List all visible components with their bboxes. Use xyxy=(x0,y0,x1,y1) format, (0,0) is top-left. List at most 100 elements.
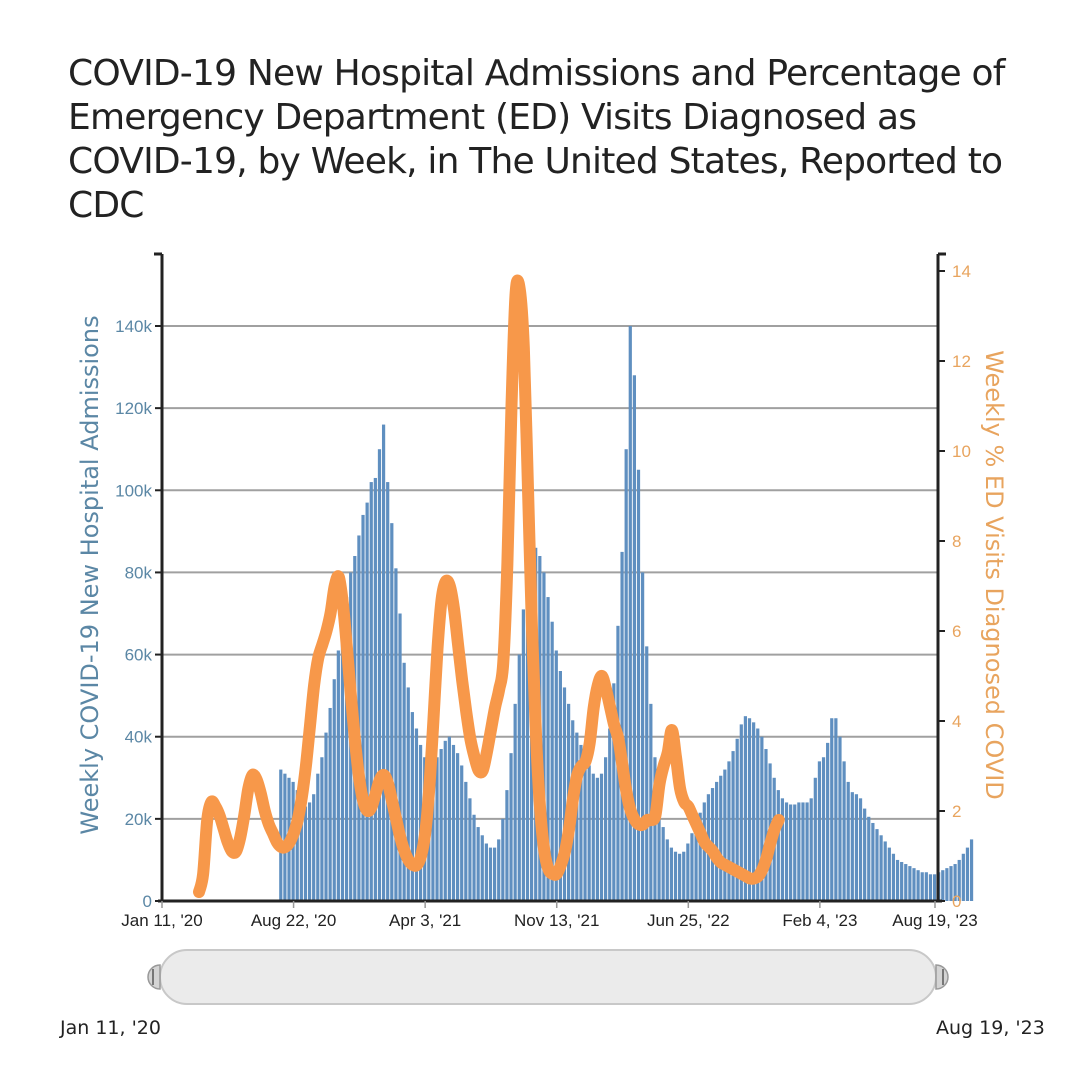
bar xyxy=(776,790,780,901)
bar xyxy=(665,839,669,901)
bar xyxy=(891,853,896,901)
bar xyxy=(344,597,349,901)
bar xyxy=(575,732,579,901)
x-tick-label: Nov 13, '21 xyxy=(514,911,599,930)
bar xyxy=(830,718,834,901)
bar xyxy=(920,872,924,901)
bar xyxy=(842,761,846,901)
bar xyxy=(854,794,859,901)
bar xyxy=(525,576,530,901)
bar xyxy=(295,790,299,901)
bar xyxy=(595,777,599,901)
bar xyxy=(554,650,558,901)
bar xyxy=(328,707,332,901)
left-y-tick-label: 20k xyxy=(125,810,153,829)
bar xyxy=(492,847,497,901)
bar xyxy=(661,827,665,901)
bar xyxy=(883,841,887,901)
bar xyxy=(488,847,493,901)
bar xyxy=(784,802,789,901)
bar xyxy=(583,757,587,901)
bar xyxy=(439,749,443,901)
x-ticks: Jan 11, '20 Aug 22, '20 Apr 3, '21 Nov 13, … xyxy=(121,901,978,930)
bar xyxy=(969,839,974,901)
right-y-tick-label: 6 xyxy=(952,622,961,641)
bar xyxy=(303,806,308,901)
bar xyxy=(756,728,760,901)
x-tick-label: Aug 22, '20 xyxy=(251,911,336,930)
bar xyxy=(743,716,748,901)
bar xyxy=(480,835,484,901)
bar xyxy=(377,449,382,901)
range-start-label: Jan 11, '20 xyxy=(60,1017,161,1039)
bar xyxy=(941,870,945,901)
bar xyxy=(657,798,661,901)
range-handle-right[interactable] xyxy=(935,964,949,990)
bar xyxy=(336,650,340,901)
bar xyxy=(472,814,476,901)
left-y-axis-title: Weekly COVID-19 New Hospital Admissions xyxy=(76,315,104,834)
bar xyxy=(702,802,706,901)
right-y-tick-label: 14 xyxy=(952,262,971,281)
bar xyxy=(464,781,468,901)
bar xyxy=(299,798,303,901)
bar xyxy=(871,822,875,901)
range-selector[interactable] xyxy=(147,949,949,1005)
bar xyxy=(826,742,830,901)
bar xyxy=(604,757,608,901)
bar xyxy=(402,662,406,901)
bar xyxy=(916,870,920,901)
bar xyxy=(612,683,616,901)
bar xyxy=(381,424,386,901)
bar xyxy=(908,866,912,901)
bar xyxy=(443,740,447,901)
bar xyxy=(628,326,632,901)
range-selector-track[interactable] xyxy=(159,949,937,1005)
left-y-tick-label: 60k xyxy=(125,646,153,665)
bar xyxy=(624,449,628,901)
bar xyxy=(961,853,965,901)
left-y-tick-label: 100k xyxy=(115,481,152,500)
bar xyxy=(731,751,735,901)
range-end-label: Aug 19, '23 xyxy=(936,1017,1045,1039)
bar xyxy=(476,827,480,901)
right-y-tick-label: 0 xyxy=(952,892,961,911)
bar xyxy=(780,798,785,901)
bar xyxy=(517,654,521,901)
bar xyxy=(579,744,583,901)
bar xyxy=(632,375,637,901)
right-y-axis-title: Weekly % ED Visits Diagnosed COVID xyxy=(980,350,1008,800)
bar xyxy=(505,790,509,901)
bar xyxy=(875,829,879,901)
bar xyxy=(320,757,324,901)
x-tick-label: Apr 3, '21 xyxy=(389,911,461,930)
bar xyxy=(468,798,472,901)
bar xyxy=(312,794,316,901)
bar xyxy=(645,646,649,901)
bar xyxy=(521,609,525,901)
bar xyxy=(608,728,612,901)
bar xyxy=(431,765,435,901)
right-y-tick-label: 8 xyxy=(952,532,961,551)
right-y-tick-label: 10 xyxy=(952,442,971,461)
bar xyxy=(924,872,928,901)
gridlines xyxy=(162,325,938,820)
bar xyxy=(813,777,817,901)
bar xyxy=(649,703,653,901)
bar xyxy=(620,551,624,901)
bar xyxy=(805,802,809,901)
bar xyxy=(497,839,501,901)
bar xyxy=(821,757,826,901)
bar xyxy=(912,868,916,901)
range-handle-left[interactable] xyxy=(147,964,161,990)
bar xyxy=(895,859,900,901)
bar xyxy=(953,864,957,901)
bar xyxy=(558,671,562,901)
bar xyxy=(340,621,345,901)
bar xyxy=(361,514,365,901)
bar xyxy=(850,792,854,901)
bar xyxy=(879,835,883,901)
bar xyxy=(686,843,690,901)
bar xyxy=(390,523,394,901)
